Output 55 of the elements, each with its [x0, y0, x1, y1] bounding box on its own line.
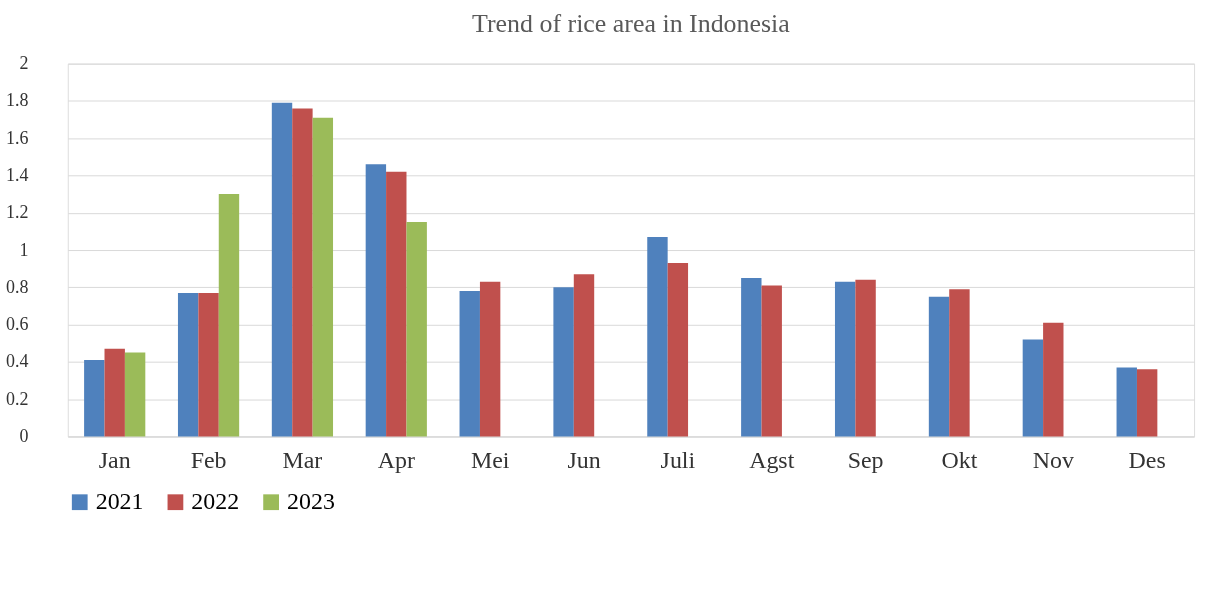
bar: [667, 263, 689, 437]
x-tick-label: Nov: [1032, 446, 1074, 473]
bar: [198, 292, 219, 437]
x-tick-label: Okt: [941, 446, 978, 473]
x-tick-label: Des: [1128, 446, 1166, 473]
bar: [1136, 369, 1158, 437]
bar: [104, 348, 125, 437]
x-tick-label: Sep: [847, 446, 884, 473]
y-tick-label: 0.6: [5, 314, 29, 335]
bar: [292, 108, 313, 437]
bar: [406, 222, 427, 437]
legend-label: 2023: [287, 488, 335, 515]
y-tick-label: 1.8: [5, 90, 29, 111]
bar: [647, 236, 668, 437]
bar: [479, 281, 501, 437]
y-tick-label: 1.6: [5, 127, 29, 148]
bar: [761, 285, 782, 437]
legend-label: 2022: [191, 488, 240, 515]
bar: [1043, 322, 1064, 437]
bar: [1116, 367, 1137, 437]
y-tick-label: 0.8: [5, 276, 29, 297]
bar: [84, 360, 105, 437]
x-tick-label: Mei: [470, 446, 510, 473]
bar: [928, 296, 950, 437]
bar: [834, 281, 856, 437]
y-tick-label: 1: [19, 239, 29, 260]
bar: [218, 194, 240, 437]
chart-title: Trend of rice area in Indonesia: [472, 8, 791, 38]
bar: [365, 164, 387, 437]
bar: [573, 274, 595, 437]
x-tick-label: Agst: [749, 446, 795, 473]
bar: [1022, 339, 1044, 437]
bar: [177, 292, 199, 437]
y-tick-label: 1.2: [5, 202, 29, 223]
x-tick-label: Jan: [98, 446, 131, 473]
legend-label: 2021: [95, 488, 144, 515]
x-tick-label: Mar: [282, 446, 323, 473]
x-tick-label: Apr: [377, 446, 415, 473]
bar: [949, 289, 970, 437]
x-tick-label: Jun: [567, 446, 601, 473]
bar: [855, 279, 876, 437]
y-tick-label: 1.4: [5, 164, 29, 185]
bar: [386, 171, 407, 437]
bar: [459, 291, 480, 437]
bar: [741, 278, 762, 437]
bar: [271, 102, 293, 437]
y-tick-label: 2: [19, 53, 29, 74]
x-tick-label: Feb: [190, 446, 227, 473]
y-tick-label: 0.4: [5, 351, 29, 372]
bar: [312, 117, 334, 437]
bar: [553, 287, 574, 437]
bar: [124, 352, 146, 437]
x-tick-label: Juli: [660, 446, 696, 473]
y-tick-label: 0: [19, 425, 29, 446]
y-tick-label: 0.2: [5, 388, 29, 409]
